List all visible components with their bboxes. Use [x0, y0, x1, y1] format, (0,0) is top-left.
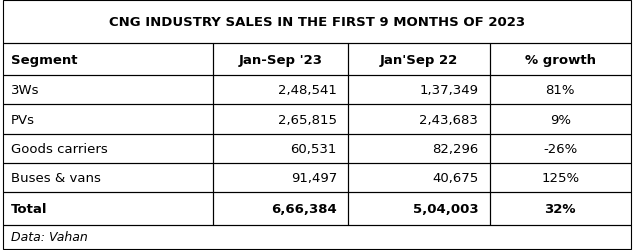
Text: 125%: 125% [541, 171, 579, 184]
Text: Segment: Segment [11, 53, 77, 66]
Bar [3, 134, 214, 163]
Bar [489, 163, 631, 192]
Text: 2,65,815: 2,65,815 [278, 113, 337, 126]
Bar [489, 76, 631, 105]
Text: 40,675: 40,675 [432, 171, 478, 184]
Bar [489, 134, 631, 163]
Bar [349, 134, 489, 163]
Text: 3Ws: 3Ws [11, 84, 39, 97]
Bar [489, 163, 631, 192]
Text: Jan'Sep 22: Jan'Sep 22 [380, 53, 458, 66]
Bar [489, 44, 631, 76]
Bar [3, 44, 214, 76]
Bar [489, 76, 631, 105]
Bar [489, 192, 631, 224]
Bar [3, 105, 214, 134]
Bar [349, 105, 489, 134]
Text: 1,37,349: 1,37,349 [419, 84, 478, 97]
Bar [3, 105, 214, 134]
Bar [3, 1, 631, 43]
Bar [349, 192, 489, 224]
Bar [349, 76, 489, 105]
Text: 91,497: 91,497 [291, 171, 337, 184]
Bar [214, 163, 349, 192]
Bar [3, 1, 631, 43]
Bar [3, 134, 214, 163]
Text: 2,43,683: 2,43,683 [419, 113, 478, 126]
Bar [214, 105, 349, 134]
Text: 81%: 81% [545, 84, 575, 97]
Bar [214, 44, 349, 76]
Text: Jan-Sep '23: Jan-Sep '23 [239, 53, 323, 66]
Bar [214, 163, 349, 192]
Text: Goods carriers: Goods carriers [11, 142, 108, 155]
Bar [489, 44, 631, 76]
Bar [489, 105, 631, 134]
Bar [349, 44, 489, 76]
Text: CNG INDUSTRY SALES IN THE FIRST 9 MONTHS OF 2023: CNG INDUSTRY SALES IN THE FIRST 9 MONTHS… [109, 16, 525, 29]
Bar [349, 44, 489, 76]
Bar [3, 76, 214, 105]
Text: % growth: % growth [525, 53, 596, 66]
Bar [349, 76, 489, 105]
Bar [214, 134, 349, 163]
Bar [3, 192, 214, 224]
Bar [3, 224, 631, 249]
Bar [3, 192, 214, 224]
Bar [214, 76, 349, 105]
Bar [489, 105, 631, 134]
Text: Total: Total [11, 202, 48, 215]
Text: Data: Vahan: Data: Vahan [11, 230, 87, 243]
Bar [3, 44, 214, 76]
Bar [214, 105, 349, 134]
Bar [214, 76, 349, 105]
Text: 60,531: 60,531 [290, 142, 337, 155]
Bar [489, 192, 631, 224]
Bar [3, 76, 214, 105]
Bar [349, 192, 489, 224]
Text: 2,48,541: 2,48,541 [278, 84, 337, 97]
Bar [3, 163, 214, 192]
Text: Buses & vans: Buses & vans [11, 171, 101, 184]
Text: 32%: 32% [545, 202, 576, 215]
Bar [214, 192, 349, 224]
Text: 82,296: 82,296 [432, 142, 478, 155]
Text: PVs: PVs [11, 113, 35, 126]
Text: 9%: 9% [550, 113, 571, 126]
Bar [349, 163, 489, 192]
Bar [214, 134, 349, 163]
Bar [3, 163, 214, 192]
Bar [214, 192, 349, 224]
Text: -26%: -26% [543, 142, 578, 155]
Text: 6,66,384: 6,66,384 [271, 202, 337, 215]
Bar [349, 134, 489, 163]
Bar [214, 44, 349, 76]
Text: 5,04,003: 5,04,003 [413, 202, 478, 215]
Bar [489, 134, 631, 163]
Bar [349, 105, 489, 134]
Bar [349, 163, 489, 192]
